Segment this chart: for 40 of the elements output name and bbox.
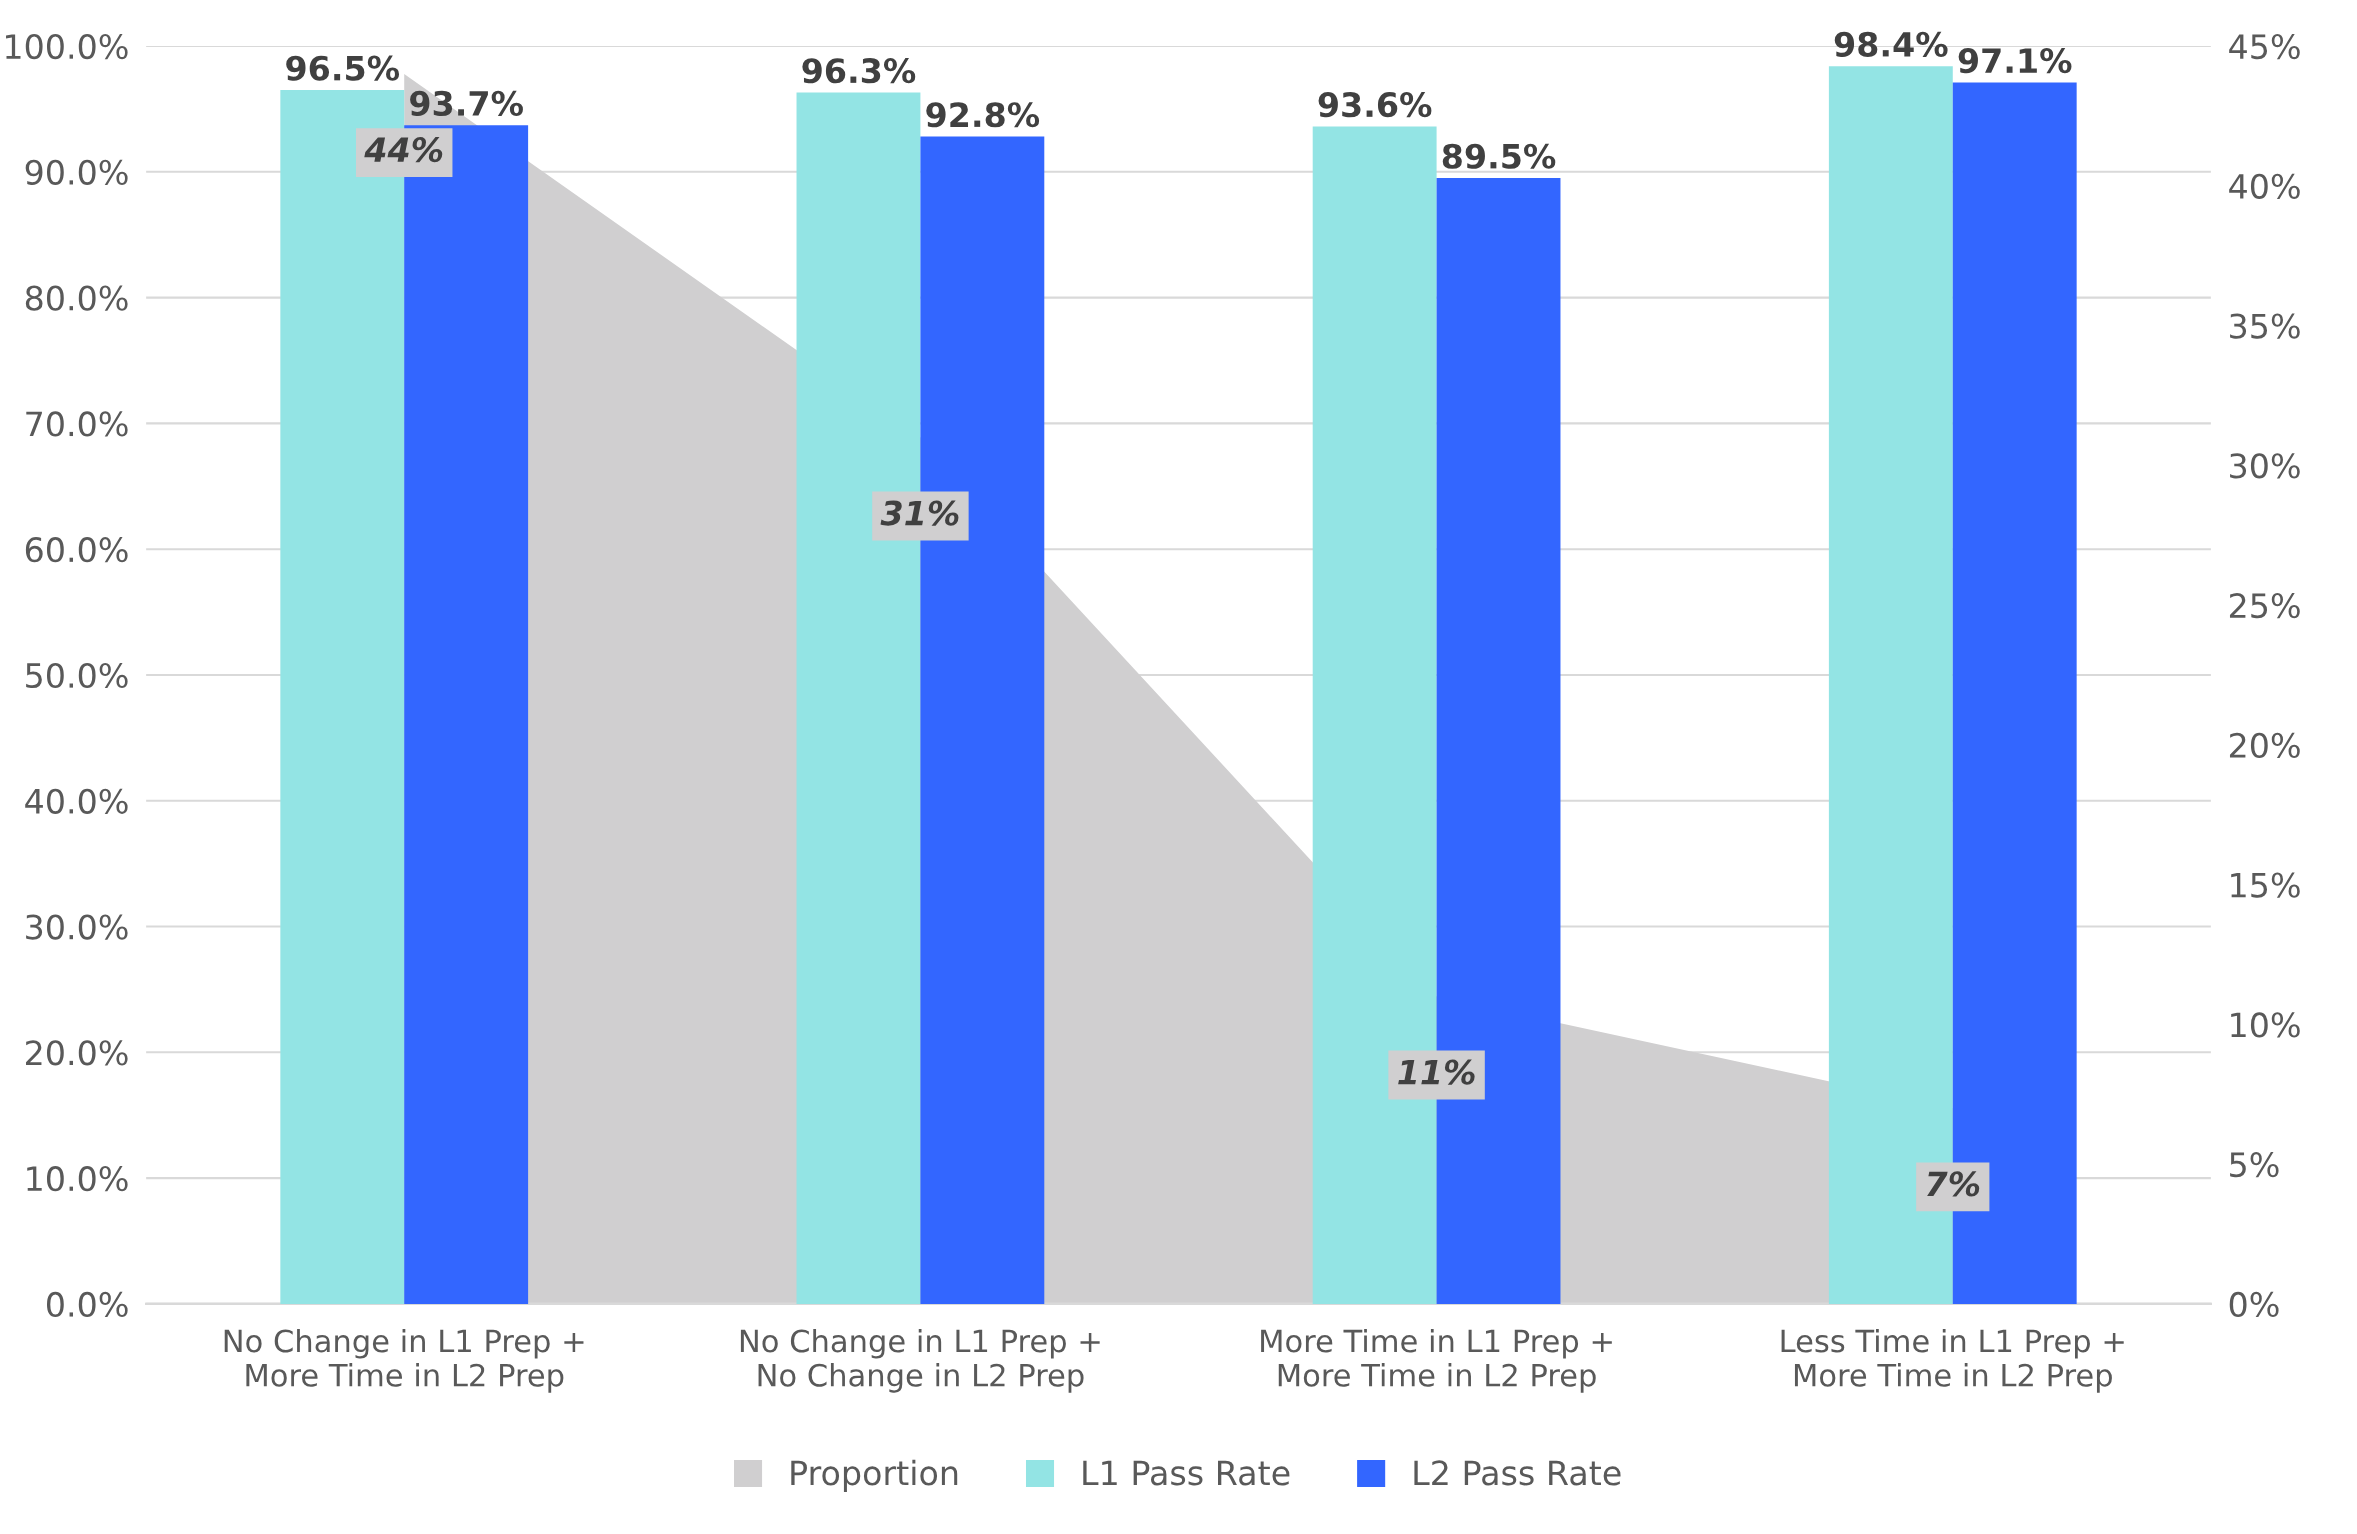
y-tick-label: 10.0%	[27, 1166, 128, 1192]
legend-label: L2 Pass Rate	[1414, 1460, 1621, 1486]
data-label: 89.5%	[1442, 143, 1556, 169]
y2-tick-label: 30%	[2230, 453, 2300, 479]
data-label: 93.6%	[1318, 92, 1432, 118]
data-label: 31%	[880, 500, 959, 526]
data-label: 44%	[364, 137, 443, 163]
data-label: 92.8%	[926, 102, 1040, 128]
y-tick-label: 60.0%	[25, 537, 128, 563]
y2-tick-label: 25%	[2229, 593, 2300, 619]
data-label: 96.5%	[286, 55, 400, 81]
y-tick-label: 70.0%	[26, 411, 128, 437]
x-tick-label: No Change in L1 Prep + No Change in L2 Prep	[740, 1328, 1100, 1393]
y-tick-label: 90.0%	[25, 159, 128, 185]
data-label: 96.3%	[802, 58, 916, 84]
y2-tick-label: 15%	[2231, 872, 2300, 898]
legend-label: Proportion	[791, 1459, 958, 1492]
y2-tick-label: 0%	[2229, 1291, 2279, 1318]
y2-tick-label: 5%	[2230, 1152, 2279, 1178]
y2-tick-label: 10%	[2231, 1012, 2300, 1038]
data-label: 97.1%	[1958, 48, 2072, 74]
y-tick-label: 30.0%	[26, 914, 128, 940]
legend-label: L1 Pass Rate	[1083, 1460, 1290, 1486]
y2-tick-label: 40%	[2229, 173, 2300, 199]
x-tick-label: More Time in L1 Prep + More Time in L2 Prep	[1261, 1328, 1612, 1393]
data-label: 11%	[1398, 1059, 1475, 1085]
x-tick-label: No Change in L1 Prep + More Time in L2 Prep	[224, 1328, 584, 1393]
x-tick-label: Less Time in L1 Prep + More Time in L2 Prep	[1781, 1328, 2124, 1393]
y-tick-label: 0.0%	[46, 1291, 128, 1318]
data-label: 7%	[1927, 1171, 1980, 1197]
data-label: 98.4%	[1834, 31, 1948, 57]
y-tick-label: 50.0%	[26, 662, 128, 689]
y2-tick-label: 45%	[2229, 33, 2300, 60]
data-label: 93.7%	[410, 90, 523, 117]
y-tick-label: 40.0%	[25, 788, 128, 814]
y-tick-label: 100.0%	[6, 33, 128, 60]
y-tick-label: 20.0%	[26, 1040, 128, 1066]
y2-tick-label: 35%	[2230, 313, 2300, 339]
y2-tick-label: 20%	[2229, 732, 2300, 758]
y-tick-label: 80.0%	[25, 285, 128, 311]
